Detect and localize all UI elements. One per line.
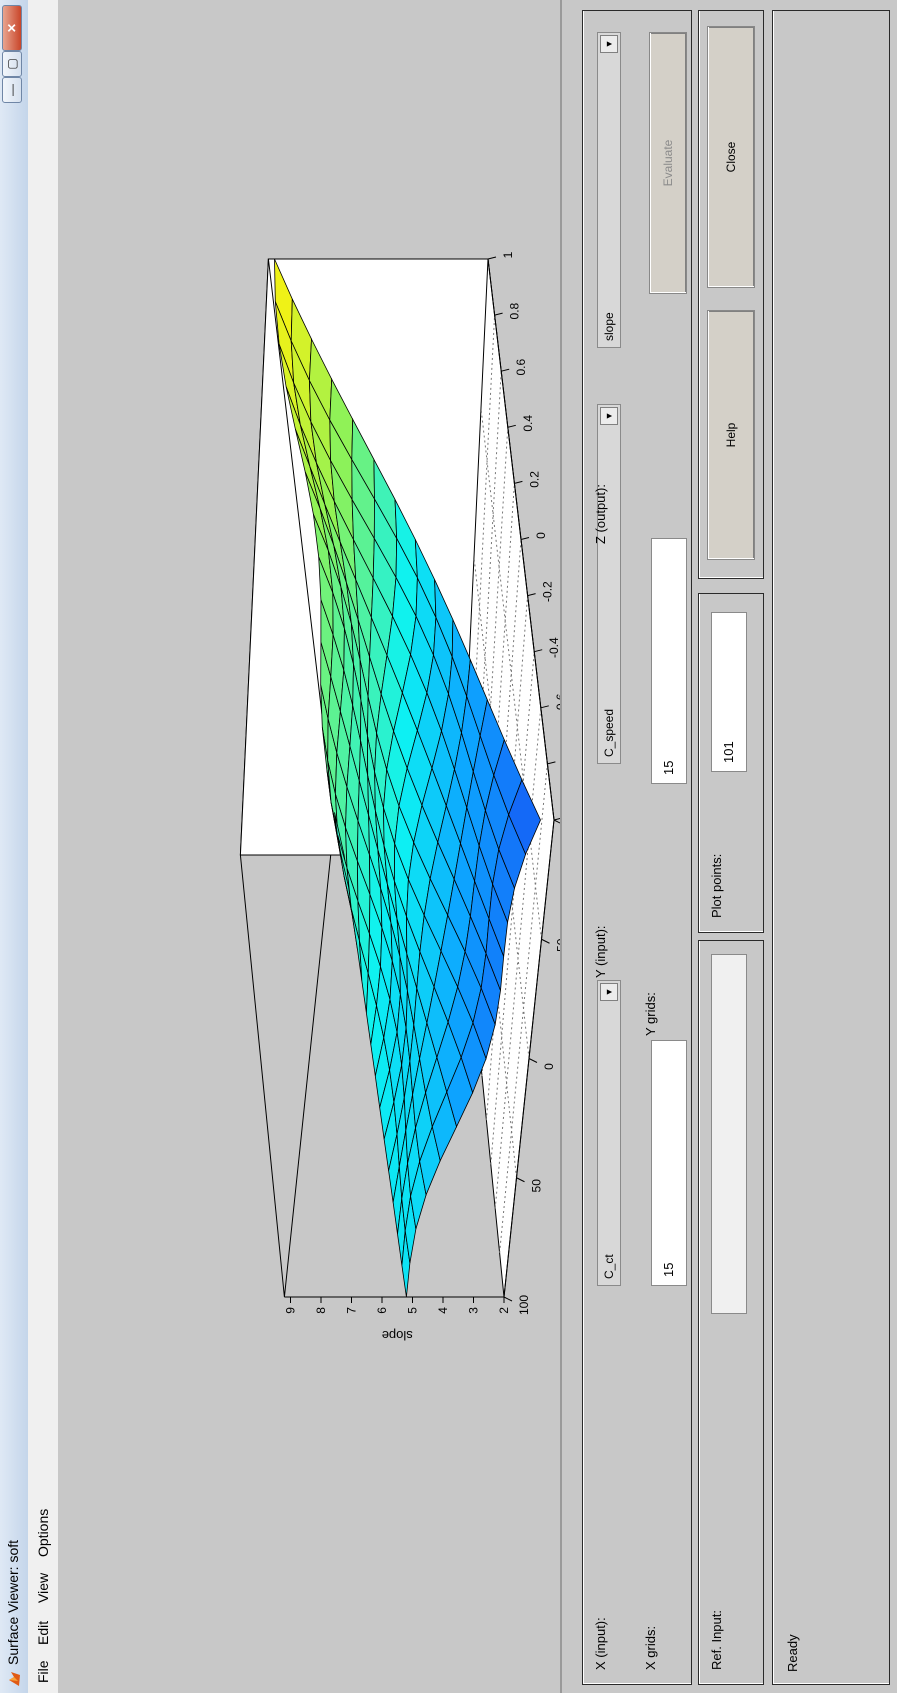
y-tick xyxy=(487,256,497,260)
y-tick xyxy=(494,312,503,316)
surface-patch xyxy=(508,778,541,856)
x-tick xyxy=(528,1058,538,1063)
y-tick xyxy=(520,537,530,540)
y-tick xyxy=(534,649,543,653)
z-tick-label: 6 xyxy=(375,1307,389,1314)
matlab-logo-icon xyxy=(9,1672,20,1686)
menu-file[interactable]: File xyxy=(35,1660,51,1683)
surface-plot[interactable]: 23456789slope-100-50050100C_speed-1-0.8-… xyxy=(58,0,560,1693)
control-panel: X (input): C_ct ▼ Y (input): C_speed ▼ Z… xyxy=(560,0,897,1693)
title-bar: Surface Viewer: soft — ▢ ✕ xyxy=(0,0,29,1693)
plot-points-label: Plot points: xyxy=(709,853,724,918)
status-text: Ready xyxy=(785,1634,800,1672)
x-input-select[interactable]: C_ct ▼ xyxy=(597,980,621,1286)
y-input-label: Y (input): xyxy=(593,925,608,978)
y-tick xyxy=(547,761,556,765)
plot-points-frame: Plot points: 101 xyxy=(698,593,764,933)
y-tick-label: 0 xyxy=(534,532,548,539)
y-tick-label: -0.4 xyxy=(547,637,560,658)
menu-options[interactable]: Options xyxy=(35,1508,51,1557)
z-tick-label: 5 xyxy=(406,1307,420,1314)
y-tick xyxy=(501,368,510,372)
ref-input-label: Ref. Input: xyxy=(709,1610,724,1670)
y-tick xyxy=(507,424,516,428)
grid-line xyxy=(473,556,530,1059)
y-grids-label: Y grids: xyxy=(643,992,658,1036)
z-output-select[interactable]: slope ▼ xyxy=(597,32,621,348)
menu-edit[interactable]: Edit xyxy=(35,1620,51,1645)
x-tick-label: 100 xyxy=(517,1295,531,1315)
z-tick-label: 2 xyxy=(497,1307,511,1314)
chevron-down-icon: ▼ xyxy=(600,983,618,1001)
y-tick-label: 0.2 xyxy=(527,471,541,488)
x-tick-label: -50 xyxy=(555,938,561,956)
grid-line xyxy=(480,407,542,940)
y-tick-label: 0.6 xyxy=(514,359,528,376)
y-tick xyxy=(540,705,549,709)
plot-area: 23456789slope-100-50050100C_speed-1-0.8-… xyxy=(58,0,560,1693)
z-tick-label: 3 xyxy=(467,1307,481,1314)
y-tick-label: 0.4 xyxy=(521,415,535,432)
z-tick-label: 9 xyxy=(284,1307,298,1314)
window-title: Surface Viewer: soft xyxy=(5,1539,21,1665)
z-output-label: Z (output): xyxy=(593,484,608,544)
maximize-button[interactable]: ▢ xyxy=(2,51,22,77)
y-input-select[interactable]: C_speed ▼ xyxy=(597,404,621,764)
menu-view[interactable]: View xyxy=(35,1572,51,1603)
evaluate-button[interactable]: Evaluate xyxy=(649,32,687,294)
y-tick-label: 0.8 xyxy=(508,302,522,319)
chevron-down-icon: ▼ xyxy=(600,407,618,425)
y-tick-label: -0.2 xyxy=(541,581,555,602)
ref-input-frame: Ref. Input: xyxy=(698,940,764,1685)
x-input-label: X (input): xyxy=(593,1617,608,1670)
ref-input-field[interactable] xyxy=(711,954,747,1314)
menu-bar: File Edit View Options xyxy=(28,0,59,1693)
close-button[interactable]: Close xyxy=(707,26,755,288)
z-tick-label: 4 xyxy=(436,1307,450,1314)
close-window-button[interactable]: ✕ xyxy=(2,5,22,51)
y-grids-field[interactable]: 15 xyxy=(651,538,687,784)
chevron-down-icon: ▼ xyxy=(600,35,618,53)
plot-points-field[interactable]: 101 xyxy=(711,612,747,772)
x-tick-label: 50 xyxy=(530,1179,544,1193)
x-grids-label: X grids: xyxy=(643,1625,658,1670)
axes-frame: X (input): C_ct ▼ Y (input): C_speed ▼ Z… xyxy=(582,10,692,1685)
z-axis-label: slope xyxy=(382,1328,413,1343)
x-tick xyxy=(553,819,560,825)
buttons-frame: Help Close xyxy=(698,10,764,579)
x-grids-field[interactable]: 15 xyxy=(651,1040,687,1286)
x-tick xyxy=(503,1296,513,1302)
x-tick xyxy=(541,938,550,944)
y-tick xyxy=(553,817,560,821)
status-frame: Ready xyxy=(772,10,890,1685)
help-button[interactable]: Help xyxy=(707,310,755,560)
x-tick xyxy=(516,1177,525,1183)
y-tick xyxy=(514,480,523,484)
x-tick-label: 0 xyxy=(542,1063,556,1070)
y-tick-label: 1 xyxy=(501,251,515,258)
z-tick-label: 7 xyxy=(345,1307,359,1314)
y-tick xyxy=(527,593,536,597)
z-tick-label: 8 xyxy=(314,1307,328,1314)
minimize-button[interactable]: — xyxy=(2,77,22,103)
y-tick-label: -0.6 xyxy=(554,693,560,714)
grid-line xyxy=(490,651,535,1165)
